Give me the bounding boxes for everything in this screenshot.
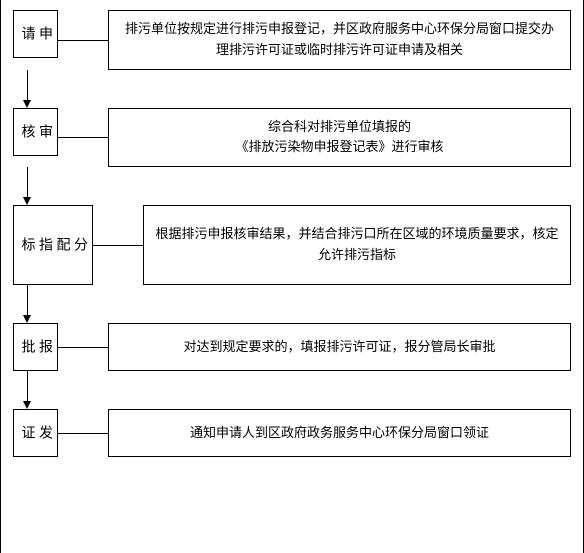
step-desc-review: 综合科对排污单位填报的 《排放污染物申报登记表》进行审核 — [108, 108, 571, 168]
step-label-issue: 发证 — [13, 409, 58, 457]
step-label-text: 申请 — [18, 26, 53, 42]
step-label-apply: 申请 — [13, 10, 58, 58]
step-desc-text: 根据排污申报核审结果，并结合排污口所在区域的环境质量要求，核定允许排污指标 — [154, 224, 560, 266]
step-desc-text: 对达到规定要求的，填报排污许可证，报分管局长审批 — [183, 337, 495, 358]
arrow-down — [27, 371, 583, 409]
step-desc-allocate: 根据排污申报核审结果，并结合排污口所在区域的环境质量要求，核定允许排污指标 — [143, 205, 571, 285]
arrow-down — [27, 70, 583, 108]
arrow-down — [27, 285, 583, 323]
step-desc-text: 通知申请人到区政府政务服务中心环保分局窗口领证 — [190, 423, 489, 444]
step-label-allocate: 分配指标 — [13, 205, 93, 285]
step-label-text: 报批 — [18, 339, 53, 355]
flow-step-allocate: 分配指标 根据排污申报核审结果，并结合排污口所在区域的环境质量要求，核定允许排污… — [1, 205, 583, 285]
arrow-down — [27, 167, 583, 205]
flowchart-container: 申请 排污单位按规定进行排污申报登记，并区政府服务中心环保分局窗口提交办理排污许… — [0, 0, 584, 553]
step-desc-text: 综合科对排污单位填报的 《排放污染物申报登记表》进行审核 — [235, 117, 443, 159]
step-desc-issue: 通知申请人到区政府政务服务中心环保分局窗口领证 — [108, 409, 571, 457]
step-label-approve: 报批 — [13, 323, 58, 371]
flow-step-issue: 发证 通知申请人到区政府政务服务中心环保分局窗口领证 — [1, 409, 583, 457]
flow-step-approve: 报批 对达到规定要求的，填报排污许可证，报分管局长审批 — [1, 323, 583, 371]
step-desc-apply: 排污单位按规定进行排污申报登记，并区政府服务中心环保分局窗口提交办理排污许可证或… — [108, 10, 571, 70]
flow-step-review: 审核 综合科对排污单位填报的 《排放污染物申报登记表》进行审核 — [1, 108, 583, 168]
step-label-text: 审核 — [18, 124, 53, 140]
step-desc-text: 排污单位按规定进行排污申报登记，并区政府服务中心环保分局窗口提交办理排污许可证或… — [119, 19, 560, 61]
step-label-text: 发证 — [18, 425, 53, 441]
step-label-text: 分配指标 — [18, 237, 88, 253]
step-label-review: 审核 — [13, 108, 58, 156]
flow-step-apply: 申请 排污单位按规定进行排污申报登记，并区政府服务中心环保分局窗口提交办理排污许… — [1, 10, 583, 70]
step-desc-approve: 对达到规定要求的，填报排污许可证，报分管局长审批 — [108, 323, 571, 371]
